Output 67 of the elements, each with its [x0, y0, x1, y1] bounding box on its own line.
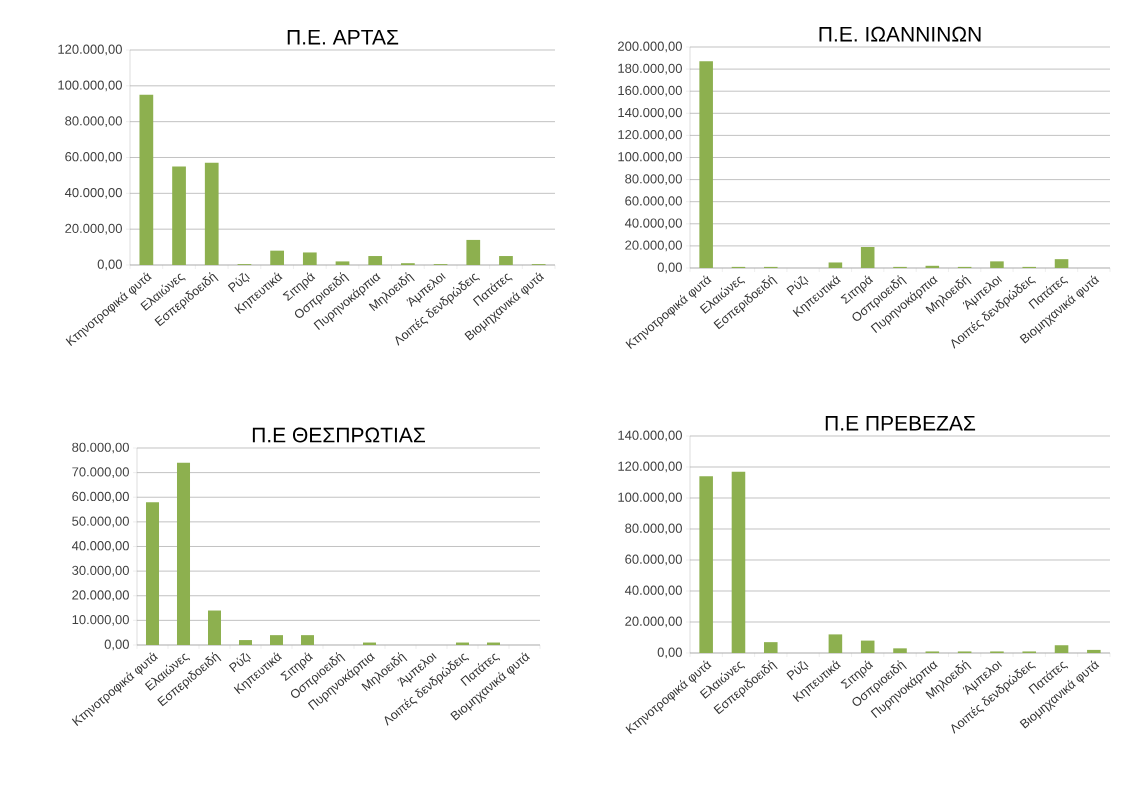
bar	[699, 61, 713, 268]
y-tick-label: 20.000,00	[65, 223, 122, 235]
y-tick-label: 140.000,00	[618, 430, 682, 442]
bar	[1054, 259, 1069, 268]
bar	[990, 261, 1004, 268]
bar	[270, 635, 284, 645]
y-tick-label: 50.000,00	[72, 516, 129, 528]
y-tick-label: 30.000,00	[72, 565, 129, 577]
bar	[238, 640, 253, 645]
y-tick-label: 80.000,00	[72, 442, 129, 454]
y-tick-label: 20.000,00	[72, 590, 129, 602]
y-tick-label: 10.000,00	[72, 615, 129, 626]
bar	[172, 166, 186, 265]
chart-title: Π.Ε. ΙΩΑΝΝΙΝΩΝ	[819, 26, 981, 42]
bar	[699, 476, 713, 653]
y-tick-label: 120.000,00	[618, 130, 682, 141]
y-tick-label: 70.000,00	[72, 467, 129, 478]
y-tick-label: 40.000,00	[624, 585, 682, 597]
y-tick-label: 60.000,00	[625, 196, 682, 208]
y-tick-label: 80.000,00	[65, 116, 122, 128]
bar	[860, 247, 875, 268]
y-tick-label: 20.000,00	[625, 240, 682, 252]
bar	[302, 252, 317, 265]
bar	[176, 462, 191, 645]
bar	[145, 502, 160, 645]
bar	[139, 94, 154, 265]
bar	[335, 261, 350, 265]
y-tick-label: 0,00	[657, 647, 682, 659]
bar	[860, 640, 875, 653]
chart-title: Π.Ε. ΑΡΤΑΣ	[287, 30, 399, 45]
y-tick-label: 0,00	[104, 639, 129, 651]
y-tick-label: 0,00	[97, 259, 122, 271]
bar	[300, 635, 315, 645]
y-tick-label: 20.000,00	[625, 616, 682, 628]
bar	[893, 648, 907, 653]
y-tick-label: 100.000,00	[58, 80, 122, 92]
chart-title: Π.Ε ΘΕΣΠΡΩΤΙΑΣ	[252, 427, 426, 443]
y-tick-label: 100.000,00	[618, 492, 682, 504]
y-tick-label: 120.000,00	[58, 44, 122, 56]
bar	[207, 610, 222, 645]
y-tick-label: 200.000,00	[618, 41, 682, 53]
y-tick-label: 120.000,00	[618, 461, 682, 473]
y-tick-label: 40.000,00	[71, 541, 129, 552]
bar	[828, 634, 843, 653]
bar	[828, 262, 843, 268]
y-tick-label: 160.000,00	[618, 85, 682, 97]
bar	[731, 471, 746, 653]
y-tick-label: 140.000,00	[618, 107, 682, 119]
y-tick-label: 60.000,00	[65, 152, 122, 163]
bar	[1087, 649, 1101, 653]
bar	[1054, 645, 1069, 653]
y-tick-label: 60.000,00	[625, 554, 682, 566]
bar	[204, 162, 219, 265]
y-tick-label: 40.000,00	[64, 187, 122, 199]
bar	[368, 256, 383, 265]
bar	[763, 642, 778, 653]
y-tick-label: 60.000,00	[72, 491, 129, 503]
y-tick-label: 0,00	[657, 262, 682, 274]
bar	[270, 250, 284, 265]
y-tick-label: 40.000,00	[624, 218, 682, 230]
chart-title: Π.Ε ΠΡΕΒΕΖΑΣ	[825, 416, 976, 431]
y-tick-label: 100.000,00	[618, 152, 682, 163]
bar	[466, 239, 481, 265]
y-tick-label: 80.000,00	[625, 523, 682, 535]
bar	[499, 256, 513, 265]
y-tick-label: 80.000,00	[625, 174, 682, 185]
y-tick-label: 180.000,00	[618, 63, 682, 75]
